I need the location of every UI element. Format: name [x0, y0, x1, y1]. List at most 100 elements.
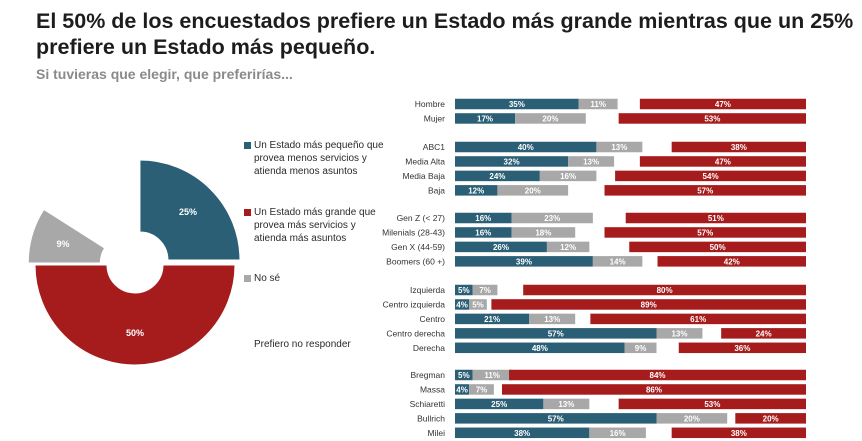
bar-smaller-centro [455, 313, 530, 325]
bar-label-nose-baja: 20% [525, 186, 541, 195]
bar-bigger-centro-izquierda [491, 299, 806, 310]
bar-nose-media-alta [568, 156, 615, 167]
bar-smaller-gen-z-27 [455, 212, 512, 224]
bar-label-smaller-media-alta: 32% [504, 157, 520, 166]
row-label-milenials-28-43: Milenials (28-43) [382, 227, 445, 237]
bar-nose-baja [497, 185, 569, 196]
legend-item-smaller: Un Estado más pequeño que provea menos s… [244, 139, 384, 178]
bar-label-bigger-hombre: 47% [715, 100, 731, 109]
bar-bigger-massa [501, 384, 806, 395]
bar-label-nose-massa: 7% [476, 385, 488, 394]
bar-smaller-hombre [455, 98, 579, 110]
bar-label-bigger-boomers-60: 42% [724, 257, 740, 266]
bar-label-nose-mujer: 20% [542, 114, 558, 123]
bar-bigger-milei [671, 427, 806, 439]
bar-bigger-derecha [678, 342, 806, 354]
bar-label-nose-schiaretti: 13% [558, 400, 574, 409]
bar-smaller-massa [455, 384, 470, 395]
bar-label-nose-centro-derecha: 13% [671, 329, 687, 338]
bar-label-smaller-centro-izquierda: 4% [456, 300, 468, 309]
bar-bigger-centro-derecha [721, 328, 806, 339]
row-label-hombre: Hombre [415, 99, 446, 109]
bar-label-bigger-centro-derecha: 24% [756, 329, 772, 338]
bar-nose-massa [469, 384, 494, 395]
bar-label-nose-gen-x-44-59: 12% [560, 243, 576, 252]
bar-nose-media-baja [539, 170, 597, 182]
chart-subtitle: Si tuvieras que elegir, que preferirías.… [36, 66, 293, 82]
chart-title: El 50% de los encuestados prefiere un Es… [36, 9, 854, 59]
row-label-gen-z-27: Gen Z (< 27) [397, 213, 446, 223]
bar-label-bigger-milenials-28-43: 57% [697, 228, 713, 237]
donut-slice-smaller-label: 25% [179, 207, 197, 217]
bar-label-smaller-izquierda: 5% [458, 286, 470, 295]
bar-bigger-schiaretti [618, 398, 806, 410]
bar-label-smaller-gen-z-27: 16% [475, 214, 491, 223]
bar-nose-gen-x-44-59 [546, 241, 590, 253]
row-label-centro-izquierda: Centro izquierda [383, 299, 446, 309]
bar-label-smaller-centro: 21% [484, 315, 500, 324]
donut-slice-nose-label: 9% [56, 239, 69, 249]
row-label-mujer: Mujer [424, 113, 445, 123]
row-label-derecha: Derecha [413, 343, 445, 353]
bar-bigger-centro [590, 313, 806, 325]
row-label-bullrich: Bullrich [417, 413, 445, 423]
bar-nose-mujer [515, 113, 586, 124]
bar-label-nose-izquierda: 7% [479, 286, 491, 295]
bar-nose-izquierda [472, 284, 498, 296]
bar-label-smaller-milenials-28-43: 16% [475, 228, 491, 237]
legend-item-nose-swatch [244, 275, 251, 282]
bar-label-bigger-abc1: 38% [731, 143, 747, 152]
bar-smaller-bullrich [455, 413, 657, 424]
bar-label-nose-milei: 16% [610, 429, 626, 438]
bar-bigger-mujer [618, 113, 806, 124]
bar-nose-centro [529, 313, 576, 325]
bar-label-bigger-baja: 57% [697, 186, 713, 195]
legend-item-nose: No sé [244, 272, 384, 285]
bar-label-bigger-media-alta: 47% [715, 157, 731, 166]
bar-label-bigger-bregman: 84% [650, 371, 666, 380]
bar-label-bigger-gen-z-27: 51% [708, 214, 724, 223]
bar-nose-abc1 [596, 141, 643, 153]
bar-nose-milei [589, 427, 646, 439]
bar-nose-milenials-28-43 [511, 227, 576, 238]
bar-bigger-abc1 [671, 141, 806, 153]
bar-smaller-boomers-60 [455, 256, 593, 267]
bar-label-nose-boomers-60: 14% [610, 257, 626, 266]
bar-smaller-centro-izquierda [455, 299, 470, 310]
bar-label-nose-centro: 13% [544, 315, 560, 324]
bar-bigger-media-alta [639, 156, 806, 167]
bar-smaller-milei [455, 427, 590, 439]
legend-item-noanswer-label: Prefiero no responder [254, 339, 351, 350]
bar-nose-centro-derecha [656, 328, 703, 339]
bar-bigger-bregman [509, 369, 806, 381]
bar-label-nose-gen-z-27: 23% [544, 214, 560, 223]
legend-item-bigger: Un Estado más grande que provea más serv… [244, 206, 384, 245]
bar-label-bigger-massa: 86% [646, 385, 662, 394]
bar-label-nose-centro-izquierda: 5% [472, 300, 484, 309]
row-label-media-alta: Media Alta [405, 156, 445, 166]
bar-nose-schiaretti [543, 398, 590, 410]
row-label-boomers-60: Boomers (60 +) [386, 256, 445, 266]
bar-smaller-bregman [455, 369, 473, 381]
bar-label-nose-bullrich: 20% [684, 414, 700, 423]
bar-label-smaller-mujer: 17% [477, 114, 493, 123]
bar-nose-derecha [624, 342, 657, 354]
bar-label-bigger-media-baja: 54% [703, 172, 719, 181]
bar-label-nose-milenials-28-43: 18% [535, 228, 551, 237]
bar-nose-centro-izquierda [469, 299, 487, 310]
bar-label-smaller-bullrich: 57% [548, 414, 564, 423]
bar-label-smaller-boomers-60: 39% [516, 257, 532, 266]
row-label-centro-derecha: Centro derecha [386, 328, 445, 338]
bar-label-nose-bregman: 11% [484, 371, 500, 380]
bar-nose-bregman [472, 369, 512, 381]
bar-label-smaller-media-baja: 24% [489, 172, 505, 181]
legend-item-noanswer: Prefiero no responder [244, 338, 384, 351]
bar-label-bigger-derecha: 36% [734, 344, 750, 353]
bar-label-bigger-centro: 61% [690, 315, 706, 324]
bar-label-smaller-milei: 38% [514, 429, 530, 438]
bar-bigger-bullrich [735, 413, 806, 424]
row-label-abc1: ABC1 [423, 142, 445, 152]
bar-label-smaller-schiaretti: 25% [491, 400, 507, 409]
row-label-gen-x-44-59: Gen X (44-59) [391, 242, 445, 252]
